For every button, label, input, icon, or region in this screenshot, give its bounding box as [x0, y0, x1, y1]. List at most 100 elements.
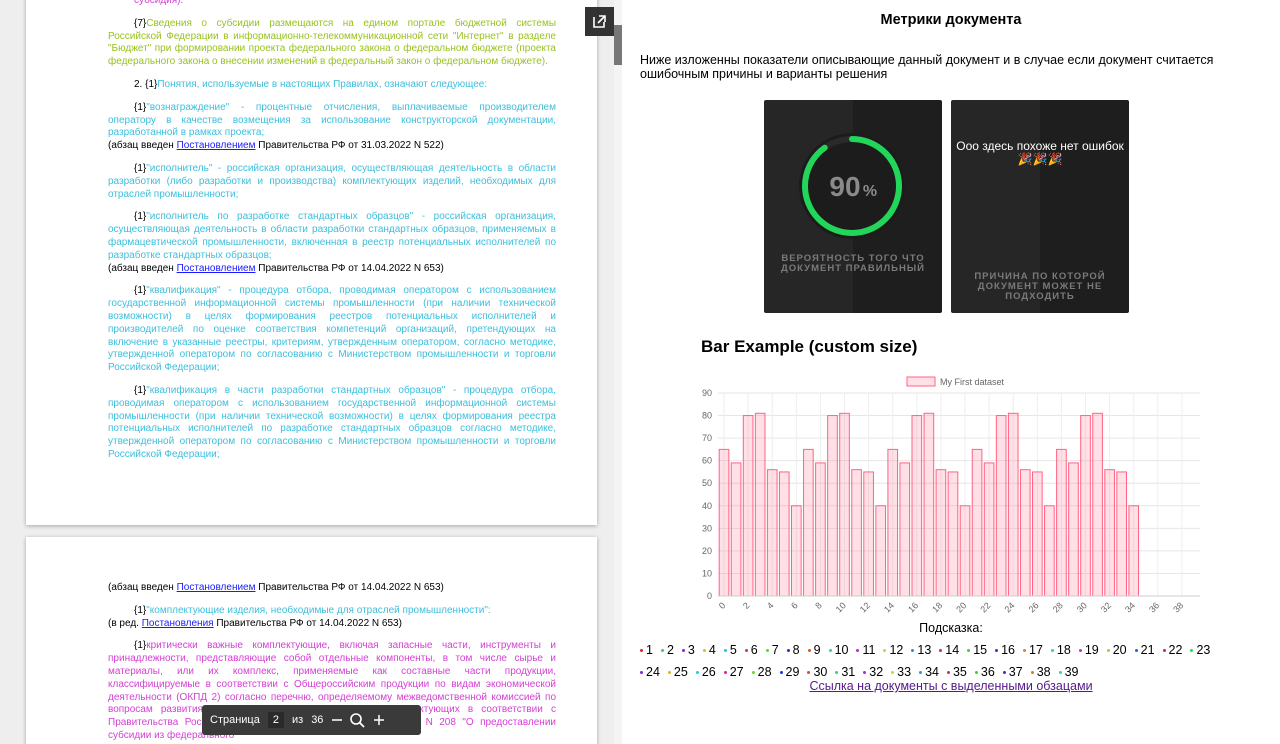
hint-dot — [1030, 670, 1034, 674]
amendment-note: (абзац введен Постановлением Правительст… — [108, 582, 556, 595]
x-tick-label: 22 — [978, 600, 992, 614]
paragraph-prefix: {1} — [134, 384, 147, 396]
gauge-caption: ВЕРОЯТНОСТЬ ТОГО ЧТО ДОКУМЕНТ ПРАВИЛЬНЫЙ — [780, 253, 926, 274]
chart-title: Bar Example (custom size) — [701, 337, 918, 356]
law-link[interactable]: Постановлением — [176, 262, 256, 274]
bar — [947, 471, 959, 597]
x-tick-label: 20 — [954, 600, 968, 614]
bar — [1080, 415, 1091, 597]
law-link[interactable]: Постановлением — [176, 140, 256, 152]
bar — [935, 469, 947, 597]
paragraph: {1}"исполнитель" - российская организаци… — [108, 163, 556, 201]
hint-number: 26 — [701, 665, 716, 679]
documents-link[interactable]: Ссылка на документы с выделенными обзаца… — [809, 679, 1093, 693]
paragraph: {1}"комплектующие изделия, необходимые д… — [108, 605, 556, 618]
hint-number: 27 — [729, 665, 744, 679]
bar — [923, 412, 935, 597]
paragraph: субсидия). — [108, 0, 556, 8]
note-text: (абзац введен — [108, 262, 177, 274]
page-input[interactable]: 2 — [267, 712, 284, 728]
hint-dot — [856, 648, 860, 652]
errors-caption: ПРИЧИНА ПО КОТОРОЙ ДОКУМЕНТ МОЖЕТ НЕ ПОД… — [974, 271, 1106, 302]
errors-message: Ооо здесь похоже нет ошибок 🎉🎉🎉 — [956, 139, 1124, 166]
hint-dot — [1134, 648, 1138, 652]
pdf-viewer: субсидия). {7}Сведения о субсидии размеща… — [0, 0, 622, 744]
hint-item: 29 — [779, 663, 799, 681]
zoom-in[interactable] — [369, 710, 391, 730]
hint-dot — [835, 670, 839, 674]
hint-number: 19 — [1084, 643, 1099, 657]
hint-item: 5 — [723, 641, 737, 659]
hint-number: 33 — [897, 665, 912, 679]
hint-number: 30 — [813, 665, 828, 679]
bar — [899, 462, 911, 597]
zoom-reset[interactable] — [347, 710, 369, 730]
paragraph-text: Сведения о субсидии размещаются на едино… — [108, 17, 556, 68]
y-tick-label: 10 — [702, 568, 712, 578]
scrollbar[interactable] — [614, 0, 622, 744]
paragraph-text: "вознаграждение" - процентные отчисления… — [108, 101, 556, 139]
bar — [1007, 412, 1019, 597]
bar — [766, 469, 778, 597]
hint-number: 36 — [980, 665, 995, 679]
hint-item: 23 — [1190, 641, 1210, 659]
x-tick-label: 14 — [882, 600, 896, 614]
hint-number: 20 — [1112, 643, 1127, 657]
x-tick-label: 34 — [1123, 600, 1137, 614]
bar — [839, 412, 850, 597]
hints: 1 2 3 4 5 6 7 8 9 10 11 12 13 14 15 16 17 18 19 20 21 22 23 24 2… — [640, 641, 1240, 681]
hint-dot — [919, 670, 923, 674]
hint-dot — [1058, 670, 1062, 674]
page-content: субсидия). {7}Сведения о субсидии размеща… — [108, 0, 556, 472]
hint-dot — [723, 648, 727, 652]
y-tick-label: 30 — [702, 523, 712, 533]
bar — [887, 448, 899, 597]
hint-item: 32 — [863, 663, 883, 681]
paragraph-text: "исполнитель по разработке стандартных о… — [108, 211, 556, 261]
scroll-thumb[interactable] — [614, 25, 622, 65]
law-link[interactable]: Постановлением — [176, 582, 256, 593]
hint-number: 18 — [1056, 643, 1071, 657]
errors-card: Ооо здесь похоже нет ошибок 🎉🎉🎉 ПРИЧИНА … — [951, 100, 1129, 313]
paragraph-prefix: {7} — [134, 17, 147, 29]
hint-dot — [891, 670, 895, 674]
hint-item: 22 — [1162, 641, 1182, 659]
hint-dot — [765, 648, 769, 652]
y-tick-label: 60 — [702, 456, 712, 466]
hint-number: 2 — [666, 643, 674, 657]
pdf-page: субсидия). {7}Сведения о субсидии размеща… — [26, 0, 597, 525]
gauge-arc — [802, 136, 902, 236]
hint-dot — [1190, 648, 1194, 652]
page-label: Страница — [210, 714, 260, 726]
hint-item: 26 — [695, 663, 716, 681]
paragraph-prefix: {1} — [134, 640, 147, 652]
bar — [1092, 412, 1103, 597]
x-tick-label: 24 — [1002, 600, 1016, 614]
hint-item: 11 — [856, 641, 875, 659]
hint-item: 36 — [974, 663, 995, 681]
hint-number: 1 — [646, 643, 653, 657]
amendment-note: (абзац введен Постановлением Правительст… — [108, 140, 556, 153]
hint-item: 34 — [919, 663, 939, 681]
hint-number: 38 — [1036, 665, 1051, 679]
bar — [1044, 505, 1055, 597]
hint-item: 12 — [883, 641, 903, 659]
metrics-title: Метрики документа — [880, 12, 1022, 28]
hint-item: 2 — [660, 641, 674, 659]
zoom-out[interactable] — [327, 710, 347, 730]
hint-number: 25 — [673, 665, 688, 679]
bar — [803, 448, 814, 597]
hint-item: 24 — [640, 663, 660, 681]
amendment-note: (в ред. Постановления Правительства РФ о… — [108, 618, 556, 631]
open-external[interactable] — [585, 7, 614, 36]
hint-number: 24 — [646, 665, 660, 679]
law-link[interactable]: Постановления — [141, 617, 214, 629]
hint-dot — [1050, 648, 1054, 652]
hint-dot — [695, 670, 699, 674]
hint-dot — [786, 648, 790, 652]
hint-item: 38 — [1030, 663, 1051, 681]
paragraph-prefix: 2. {1} — [134, 78, 158, 90]
paragraph-text: "квалификация" - процедура отбора, прово… — [108, 285, 556, 374]
